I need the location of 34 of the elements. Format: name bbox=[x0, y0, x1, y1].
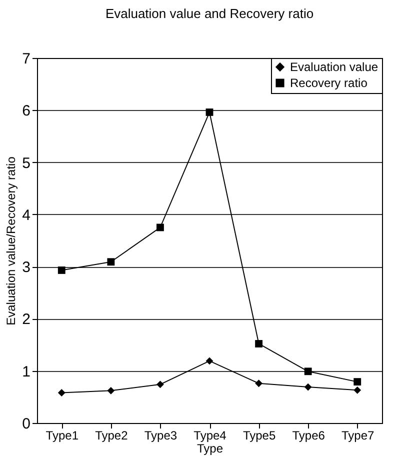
y-tick-label: 1 bbox=[22, 363, 30, 380]
point bbox=[58, 266, 66, 274]
point bbox=[354, 378, 362, 386]
point bbox=[206, 108, 214, 116]
x-tick-label: Type7 bbox=[342, 428, 375, 442]
legend-label: Evaluation value bbox=[290, 60, 378, 74]
y-tick-label: 0 bbox=[22, 416, 30, 432]
x-tick-label: Type4 bbox=[194, 428, 227, 442]
x-tick-label: Type6 bbox=[292, 428, 326, 442]
point bbox=[107, 258, 115, 266]
point bbox=[156, 380, 164, 388]
point bbox=[156, 224, 164, 232]
point bbox=[255, 340, 262, 348]
x-axis-title: Type bbox=[196, 442, 224, 456]
x-tick-label: Type1 bbox=[46, 428, 79, 442]
y-tick-label: 3 bbox=[22, 259, 30, 276]
x-tick-label: Type3 bbox=[144, 428, 178, 442]
point bbox=[304, 368, 312, 376]
y-axis-title: Evaluation value/Recovery ratio bbox=[4, 156, 18, 326]
point bbox=[354, 386, 362, 394]
y-tick-label: 2 bbox=[22, 311, 30, 328]
y-tick-label: 7 bbox=[22, 50, 30, 68]
point bbox=[206, 357, 214, 365]
point bbox=[255, 380, 262, 388]
legend-label: Recovery ratio bbox=[290, 76, 368, 90]
y-tick-label: 6 bbox=[22, 102, 30, 120]
point bbox=[107, 386, 115, 394]
y-tick-label: 4 bbox=[22, 206, 30, 224]
y-tick-label: 5 bbox=[22, 154, 30, 172]
point bbox=[304, 383, 312, 391]
point bbox=[58, 389, 66, 396]
x-tick-label: Type5 bbox=[242, 428, 276, 442]
chart-title: Evaluation value and Recovery ratio bbox=[105, 6, 314, 21]
x-tick-label: Type2 bbox=[95, 428, 128, 442]
